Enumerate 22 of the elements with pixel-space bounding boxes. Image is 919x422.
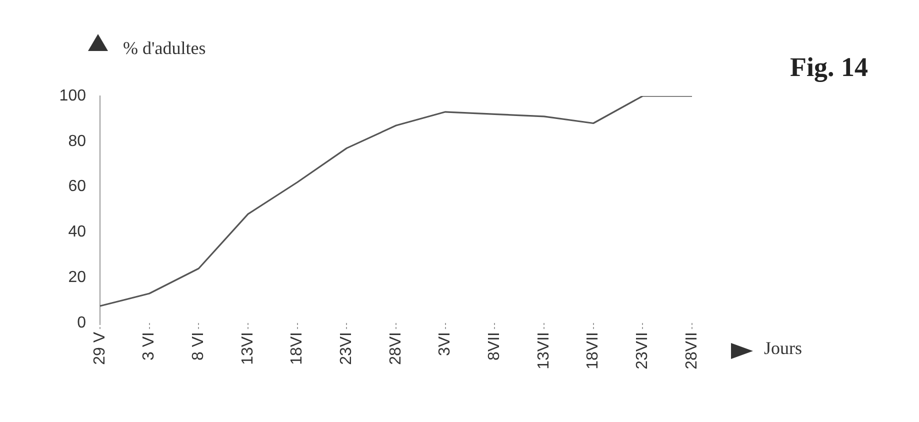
- x-tick-label: 13VII: [535, 332, 552, 370]
- y-tick-label: 60: [68, 178, 86, 196]
- x-tick-label: 8VII: [486, 332, 504, 360]
- y-tick-label: 0: [77, 314, 86, 332]
- x-tick-label: 18VI: [288, 332, 306, 365]
- text: Fig. 14: [790, 52, 868, 83]
- x-tick-label: 3VI: [436, 332, 454, 356]
- x-tick-label: 18VII: [584, 332, 602, 370]
- y-axis-title: % d'adultes: [123, 38, 206, 59]
- x-tick-label: 23VII: [634, 332, 652, 370]
- y-tick-label: 20: [68, 269, 86, 286]
- x-tick-label: 29 V: [91, 332, 108, 365]
- x-axis-title: Jours: [764, 338, 802, 359]
- y-tick-label: 40: [68, 224, 86, 241]
- x-tick-label: 23VI: [338, 332, 356, 365]
- x-tick-label: 8 VI: [190, 332, 208, 360]
- y-tick-label: 80: [68, 132, 86, 150]
- y-tick-label: 100: [59, 87, 86, 104]
- x-tick-label: 3 VI: [140, 332, 158, 360]
- x-tick-label: 28VI: [387, 332, 404, 365]
- x-tick-label: 13VI: [239, 332, 256, 365]
- x-tick-label: 28VII: [683, 332, 700, 370]
